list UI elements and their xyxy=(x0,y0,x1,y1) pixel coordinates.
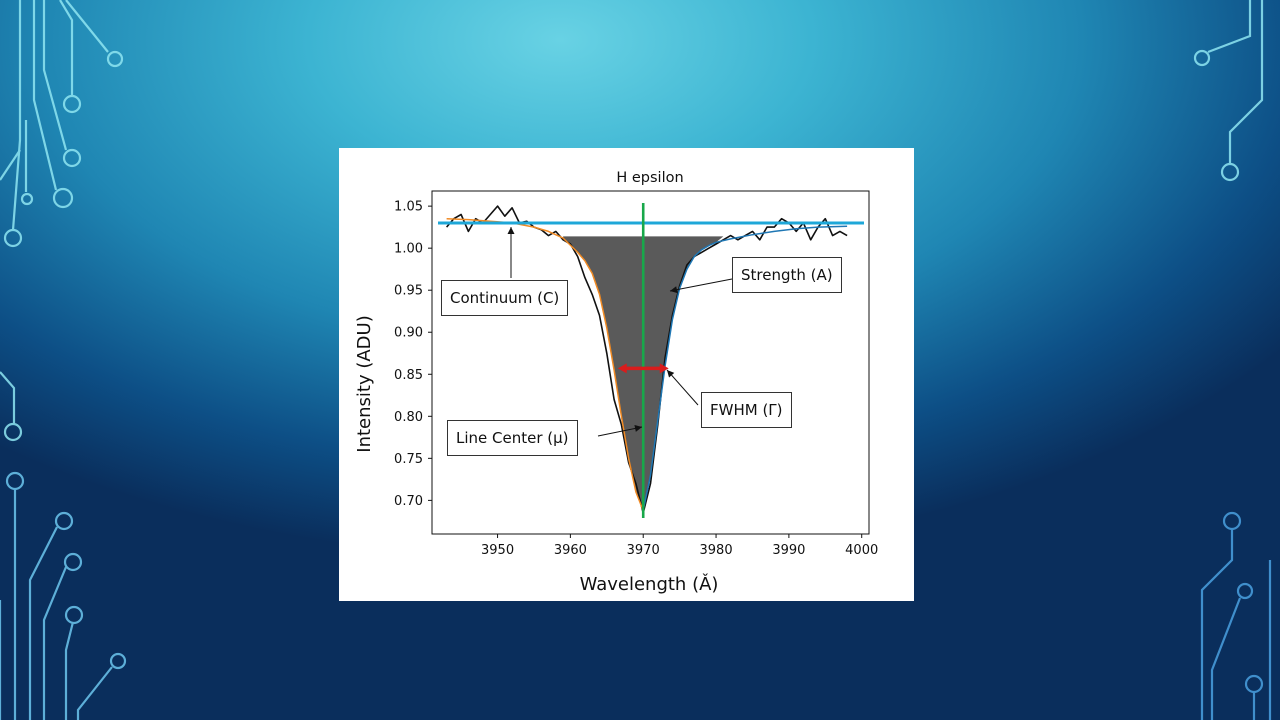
x-tick-label: 3960 xyxy=(554,543,587,558)
y-axis: 0.70 0.75 0.80 0.85 0.90 0.95 1.00 1.05 xyxy=(394,200,432,509)
fwhm-arrowhead-right xyxy=(659,363,669,374)
x-axis: 3950 3960 3970 3980 3990 4000 xyxy=(481,534,878,558)
annotation-arrows xyxy=(507,227,733,437)
fwhm-arrowhead-left xyxy=(617,363,627,374)
chart-figure: H epsilon 0.70 0.75 0.80 0.85 0.90 0.95 1.00 1.… xyxy=(339,148,914,601)
chart-svg: H epsilon 0.70 0.75 0.80 0.85 0.90 0.95 1.00 1.… xyxy=(354,170,878,595)
y-tick-label: 0.75 xyxy=(394,452,423,467)
fwhm-annotation: FWHM (Γ) xyxy=(701,392,792,428)
fwhm-pointer xyxy=(666,369,699,406)
strength-annotation: Strength (A) xyxy=(732,257,842,293)
strength-pointer-head xyxy=(670,286,678,294)
fwhm-pointer-head xyxy=(667,370,675,378)
x-tick-label: 4000 xyxy=(845,543,878,558)
y-tick-label: 0.95 xyxy=(394,284,423,299)
y-tick-label: 1.00 xyxy=(394,242,423,257)
x-axis-label: Wavelength (Ǎ) xyxy=(580,573,719,595)
x-tick-label: 3970 xyxy=(627,543,660,558)
line-center-pointer xyxy=(597,426,643,437)
y-tick-label: 0.90 xyxy=(394,326,423,341)
x-tick-label: 3980 xyxy=(700,543,733,558)
chart-title: H epsilon xyxy=(616,170,683,186)
y-tick-label: 0.70 xyxy=(394,494,423,509)
y-tick-label: 0.80 xyxy=(394,410,423,425)
continuum-pointer-head xyxy=(507,227,515,234)
model-profile-right xyxy=(642,225,848,511)
line-center-pointer-head xyxy=(634,424,642,432)
x-tick-label: 3990 xyxy=(772,543,805,558)
x-tick-label: 3950 xyxy=(481,543,514,558)
continuum-annotation: Continuum (C) xyxy=(441,280,569,316)
plot-frame xyxy=(431,190,870,535)
strength-pointer xyxy=(669,278,733,292)
y-tick-label: 1.05 xyxy=(394,200,423,215)
line-center-annotation: Line Center (μ) xyxy=(447,420,578,456)
observed-spectrum-line xyxy=(445,205,848,514)
y-tick-label: 0.85 xyxy=(394,368,423,383)
y-axis-label: Intensity (ADU) xyxy=(354,315,375,452)
plot-area xyxy=(431,190,870,535)
